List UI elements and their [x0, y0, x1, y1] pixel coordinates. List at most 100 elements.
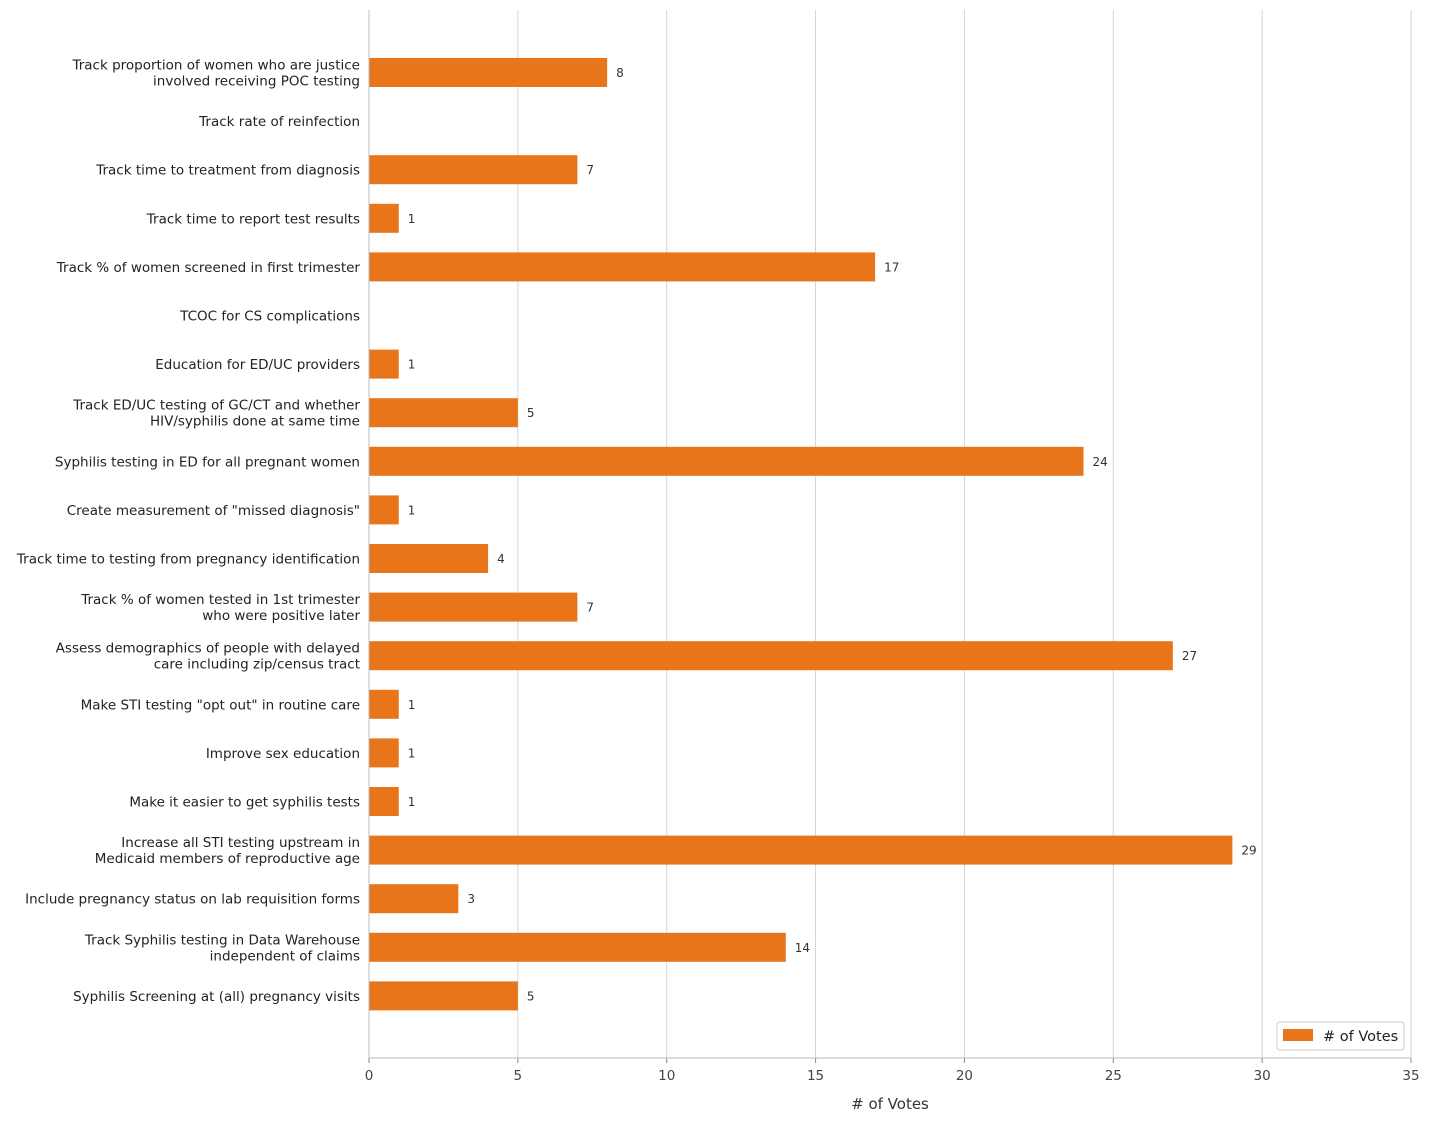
- bar: [369, 544, 489, 573]
- category-label-line: Track Syphilis testing in Data Warehouse: [84, 932, 360, 948]
- x-tick-label: 15: [807, 1068, 824, 1084]
- category-label-line: TCOC for CS complications: [179, 309, 360, 325]
- category-label: Track rate of reinfection: [198, 114, 360, 130]
- category-label: Syphilis testing in ED for all pregnant …: [55, 454, 360, 470]
- category-label: Assess demographics of people with delay…: [56, 641, 360, 673]
- category-label-line: who were positive later: [202, 608, 360, 624]
- category-label: Make it easier to get syphilis tests: [129, 795, 360, 811]
- category-label-line: Track % of women screened in first trime…: [56, 260, 361, 276]
- category-label: Track proportion of women who are justic…: [71, 58, 360, 90]
- category-label-line: involved receiving POC testing: [153, 74, 360, 90]
- category-label: Track % of women tested in 1st trimester…: [80, 592, 360, 624]
- x-tick-label: 35: [1402, 1068, 1419, 1084]
- legend-label: # of Votes: [1323, 1029, 1398, 1045]
- category-labels: Track proportion of women who are justic…: [16, 58, 361, 1005]
- category-label-line: Medicaid members of reproductive age: [95, 851, 360, 867]
- bar-value-label: 3: [467, 892, 475, 906]
- category-label: Education for ED/UC providers: [155, 357, 360, 373]
- category-label: Track time to report test results: [146, 211, 360, 227]
- category-label-line: Track time to testing from pregnancy ide…: [16, 552, 360, 568]
- bar-value-label: 5: [527, 989, 535, 1003]
- bar-value-label: 1: [408, 698, 416, 712]
- x-tick-label: 30: [1254, 1068, 1271, 1084]
- bar: [369, 203, 399, 233]
- bar: [369, 58, 608, 87]
- category-label-line: Syphilis testing in ED for all pregnant …: [55, 454, 360, 470]
- bar: [369, 446, 1084, 476]
- x-axis-title: # of Votes: [851, 1095, 929, 1113]
- bar-value-label: 1: [408, 746, 416, 760]
- bar-value-label: 29: [1241, 844, 1256, 858]
- bar-value-label: 1: [408, 212, 416, 226]
- category-label: Track time to testing from pregnancy ide…: [16, 552, 360, 568]
- category-label: Make STI testing "opt out" in routine ca…: [81, 697, 360, 713]
- category-label: Track Syphilis testing in Data Warehouse…: [84, 932, 360, 964]
- bars: [369, 58, 1233, 1011]
- bar: [369, 932, 786, 962]
- bar-value-label: 1: [408, 358, 416, 372]
- category-label-line: Include pregnancy status on lab requisit…: [25, 892, 360, 908]
- category-label: Create measurement of "missed diagnosis": [67, 503, 360, 519]
- x-tick-label: 5: [514, 1068, 523, 1084]
- bar-value-label: 5: [527, 406, 535, 420]
- category-label-line: Improve sex education: [206, 746, 360, 762]
- bar-value-label: 14: [795, 941, 810, 955]
- bar: [369, 252, 876, 282]
- bar: [369, 641, 1173, 671]
- category-label-line: independent of claims: [210, 948, 360, 964]
- category-label: TCOC for CS complications: [179, 309, 360, 325]
- bar: [369, 398, 518, 428]
- category-label-line: Education for ED/UC providers: [155, 357, 360, 373]
- bar-value-label: 7: [586, 163, 594, 177]
- category-label-line: Increase all STI testing upstream in: [121, 835, 360, 851]
- bar-value-label: 8: [616, 66, 624, 80]
- bar: [369, 738, 399, 768]
- bar: [369, 884, 459, 914]
- category-label: Track ED/UC testing of GC/CT and whether…: [72, 398, 360, 430]
- bar-value-label: 1: [408, 795, 416, 809]
- grid-lines: [368, 10, 1412, 1058]
- bar: [369, 495, 399, 525]
- category-label-line: Track rate of reinfection: [198, 114, 360, 130]
- category-label: Increase all STI testing upstream in Medi…: [95, 835, 360, 867]
- x-tick-label: 0: [365, 1068, 374, 1084]
- bar-value-label: 24: [1093, 455, 1108, 469]
- bar-value-label: 1: [408, 503, 416, 517]
- bar-value-label: 17: [884, 260, 899, 274]
- category-label-line: HIV/syphilis done at same time: [150, 414, 360, 430]
- category-label: Syphilis Screening at (all) pregnancy vi…: [73, 989, 360, 1005]
- x-tick-label: 25: [1105, 1068, 1122, 1084]
- bar: [369, 981, 518, 1011]
- category-label-line: Make STI testing "opt out" in routine ca…: [81, 697, 360, 713]
- category-label-line: Track proportion of women who are justic…: [71, 58, 360, 74]
- legend-swatch: [1283, 1029, 1313, 1041]
- bar: [369, 592, 578, 622]
- category-label-line: care including zip/census tract: [154, 657, 360, 673]
- bar: [369, 787, 399, 816]
- x-axis: 0 5 10 15 20 25 30 35: [365, 10, 1420, 1084]
- category-label-line: Syphilis Screening at (all) pregnancy vi…: [73, 989, 360, 1005]
- bar: [369, 835, 1233, 865]
- category-label: Track time to treatment from diagnosis: [95, 163, 360, 179]
- category-label-line: Create measurement of "missed diagnosis": [67, 503, 360, 519]
- category-label-line: Track time to treatment from diagnosis: [95, 163, 360, 179]
- bar: [369, 349, 399, 379]
- category-label-line: Track % of women tested in 1st trimester: [80, 592, 360, 608]
- bar: [369, 155, 578, 185]
- bar-value-label: 4: [497, 552, 505, 566]
- category-label-line: Assess demographics of people with delay…: [56, 641, 360, 657]
- bar-value-label: 27: [1182, 649, 1197, 663]
- category-label-line: Track ED/UC testing of GC/CT and whether: [72, 398, 360, 414]
- category-label: Track % of women screened in first trime…: [56, 260, 361, 276]
- category-label: Include pregnancy status on lab requisit…: [25, 892, 360, 908]
- bar-value-label: 7: [586, 601, 594, 615]
- x-tick-label: 20: [956, 1068, 973, 1084]
- category-label-line: Track time to report test results: [146, 211, 360, 227]
- category-label-line: Make it easier to get syphilis tests: [129, 795, 360, 811]
- category-label: Improve sex education: [206, 746, 360, 762]
- bar: [369, 689, 399, 719]
- x-tick-label: 10: [658, 1068, 675, 1084]
